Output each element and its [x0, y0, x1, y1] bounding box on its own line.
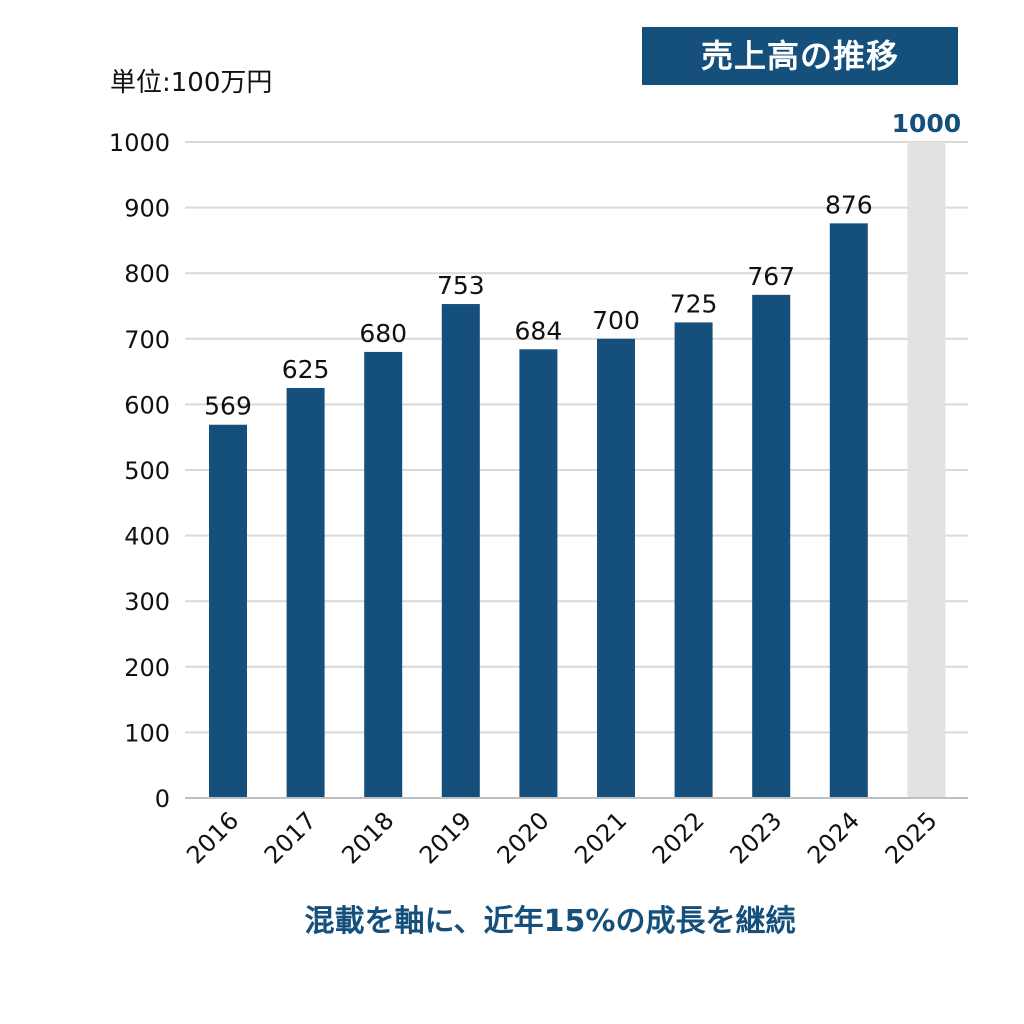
data-label: 725	[670, 289, 718, 318]
y-tick-label: 700	[124, 326, 170, 354]
y-tick-label: 200	[124, 654, 170, 682]
data-label: 680	[359, 319, 407, 348]
bar	[752, 294, 791, 798]
y-tick-label: 800	[124, 260, 170, 288]
bar	[674, 322, 713, 798]
x-tick-label: 2016	[181, 806, 244, 869]
y-tick-label: 300	[124, 588, 170, 616]
chart-title: 売上高の推移	[642, 27, 958, 85]
data-label: 1000	[892, 109, 962, 138]
data-label: 767	[747, 262, 795, 291]
unit-label: 単位:100万円	[110, 68, 273, 98]
x-tick-label: 2019	[414, 806, 477, 869]
bar	[209, 424, 247, 798]
data-label: 700	[592, 306, 640, 335]
data-label: 625	[282, 355, 330, 384]
bar	[364, 351, 403, 798]
y-tick-label: 100	[124, 719, 170, 747]
data-label: 684	[515, 316, 563, 345]
y-tick-label: 0	[155, 785, 170, 813]
x-tick-label: 2025	[880, 806, 943, 869]
bar	[597, 338, 635, 798]
bar	[286, 388, 325, 798]
data-label: 876	[825, 190, 873, 219]
y-tick-label: 900	[124, 195, 170, 223]
y-tick-label: 1000	[109, 129, 170, 157]
y-tick-label: 600	[124, 391, 170, 419]
data-label: 569	[204, 392, 252, 421]
bar	[519, 349, 558, 798]
target-bar	[907, 142, 946, 798]
x-tick-label: 2024	[802, 806, 865, 869]
data-label: 753	[437, 271, 485, 300]
x-tick-label: 2020	[492, 806, 555, 869]
x-tick-label: 2023	[724, 806, 787, 869]
y-tick-label: 400	[124, 523, 170, 551]
x-tick-label: 2018	[336, 806, 399, 869]
chart-subtitle: 混載を軸に、近年15%の成長を継続	[304, 904, 796, 939]
x-tick-label: 2021	[569, 806, 632, 869]
bar	[829, 223, 868, 798]
y-tick-label: 500	[124, 457, 170, 485]
bar	[441, 304, 480, 798]
x-tick-label: 2017	[259, 806, 322, 869]
x-tick-label: 2022	[647, 806, 710, 869]
